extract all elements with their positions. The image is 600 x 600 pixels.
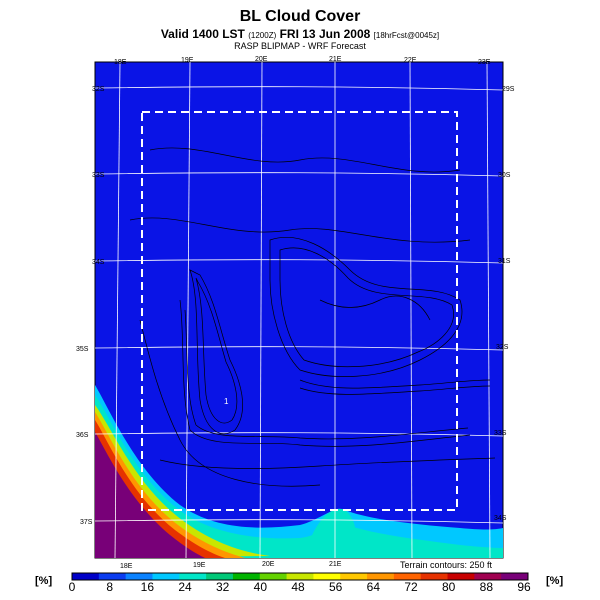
lon-labels-top: 18E 19E 20E 21E 22E 23E: [114, 56, 491, 66]
lat-label: 35S: [76, 346, 89, 353]
lon-label: 23E: [478, 59, 491, 66]
colorbar-swatch: [393, 573, 422, 580]
map-field: [94, 61, 504, 559]
lon-label: 19E: [193, 562, 206, 569]
lat-label: 29S: [502, 86, 515, 93]
colorbar-swatch: [179, 573, 207, 580]
inner-domain-box: [141, 111, 458, 511]
colorbar-tick-label: 40: [253, 580, 267, 594]
terrain-note: Terrain contours: 250 ft: [400, 560, 493, 570]
lat-label: 33S: [494, 430, 507, 437]
colorbar-swatch: [286, 573, 314, 580]
lat-label: 33S: [92, 172, 105, 179]
lon-labels-bottom: 18E 19E 20E 21E: [120, 561, 342, 570]
colorbar-tick-label: 8: [106, 580, 113, 594]
colorbar-tick-label: 0: [68, 580, 76, 594]
colorbar-swatch: [340, 573, 368, 580]
lon-label: 18E: [120, 563, 133, 570]
lon-label: 21E: [329, 56, 342, 63]
colorbar-swatch: [152, 573, 180, 580]
colorbar-unit-right: [%]: [546, 575, 564, 587]
colorbar-tick-label: 56: [328, 580, 343, 594]
colorbar-swatch: [501, 573, 529, 580]
colorbar-swatch: [125, 573, 153, 580]
valid-date: FRI 13 Jun 2008: [279, 27, 371, 41]
map-subtitle: RASP BLIPMAP - WRF Forecast: [234, 41, 366, 51]
colorbar-tick-label: 72: [404, 580, 418, 594]
colorbar-swatch: [420, 573, 449, 580]
colorbar-border: [71, 572, 529, 581]
colorbar-swatch: [313, 573, 341, 580]
colorbar-swatch: [206, 573, 234, 580]
lat-label: 30S: [498, 172, 511, 179]
lat-label: 32S: [92, 86, 105, 93]
colorbar-tick-label: 80: [441, 580, 456, 594]
colorbar-swatch: [72, 573, 100, 580]
colorbar-tick-label: 16: [140, 580, 154, 594]
lon-label: 19E: [181, 57, 194, 64]
colorbar-swatch: [259, 573, 288, 580]
valid-suffix: [18hrFcst@0045z]: [373, 31, 440, 40]
colorbar-swatch: [232, 573, 261, 580]
colorbar-swatch: [98, 573, 127, 580]
valid-prefix: Valid 1400 LST: [160, 27, 245, 41]
lon-label: 21E: [329, 561, 342, 568]
colorbar-swatch: [367, 573, 395, 580]
lat-label: 34S: [494, 515, 507, 522]
lat-label: 32S: [496, 344, 509, 351]
lat-labels-right: 29S 30S 31S 32S 33S 34S: [494, 86, 515, 522]
colorbar-tick-label: 24: [178, 580, 192, 594]
lon-label: 18E: [114, 59, 127, 66]
terrain-contours: [129, 147, 496, 487]
lat-label: 34S: [92, 259, 105, 266]
colorbar-tick-label: 64: [366, 580, 380, 594]
graticule: [94, 61, 504, 559]
lon-label: 20E: [255, 56, 268, 63]
valid-code: (1200Z): [248, 31, 277, 40]
colorbar: [71, 572, 529, 581]
lat-label: 36S: [76, 432, 89, 439]
colorbar-tick-label: 32: [215, 580, 230, 594]
valid-time: Valid 1400 LST (1200Z) FRI 13 Jun 2008 […: [0, 27, 600, 41]
colorbar-tick-label: 96: [517, 580, 531, 594]
lat-labels-left: 32S 33S 34S 35S 36S 37S: [76, 86, 105, 526]
colorbar-tick-label: 48: [291, 580, 305, 594]
map-title: BL Cloud Cover: [239, 8, 361, 25]
colorbar-swatch: [447, 573, 475, 580]
colorbar-swatch: [474, 573, 502, 580]
colorbar-unit-left: [%]: [35, 575, 53, 587]
contour-marker: 1: [224, 397, 229, 406]
coastal-cloud-band: [95, 385, 503, 558]
lon-label: 20E: [262, 561, 275, 568]
lat-label: 37S: [80, 519, 93, 526]
lon-label: 22E: [404, 57, 417, 64]
lat-label: 31S: [498, 258, 511, 265]
colorbar-tick-label: 88: [479, 580, 493, 594]
